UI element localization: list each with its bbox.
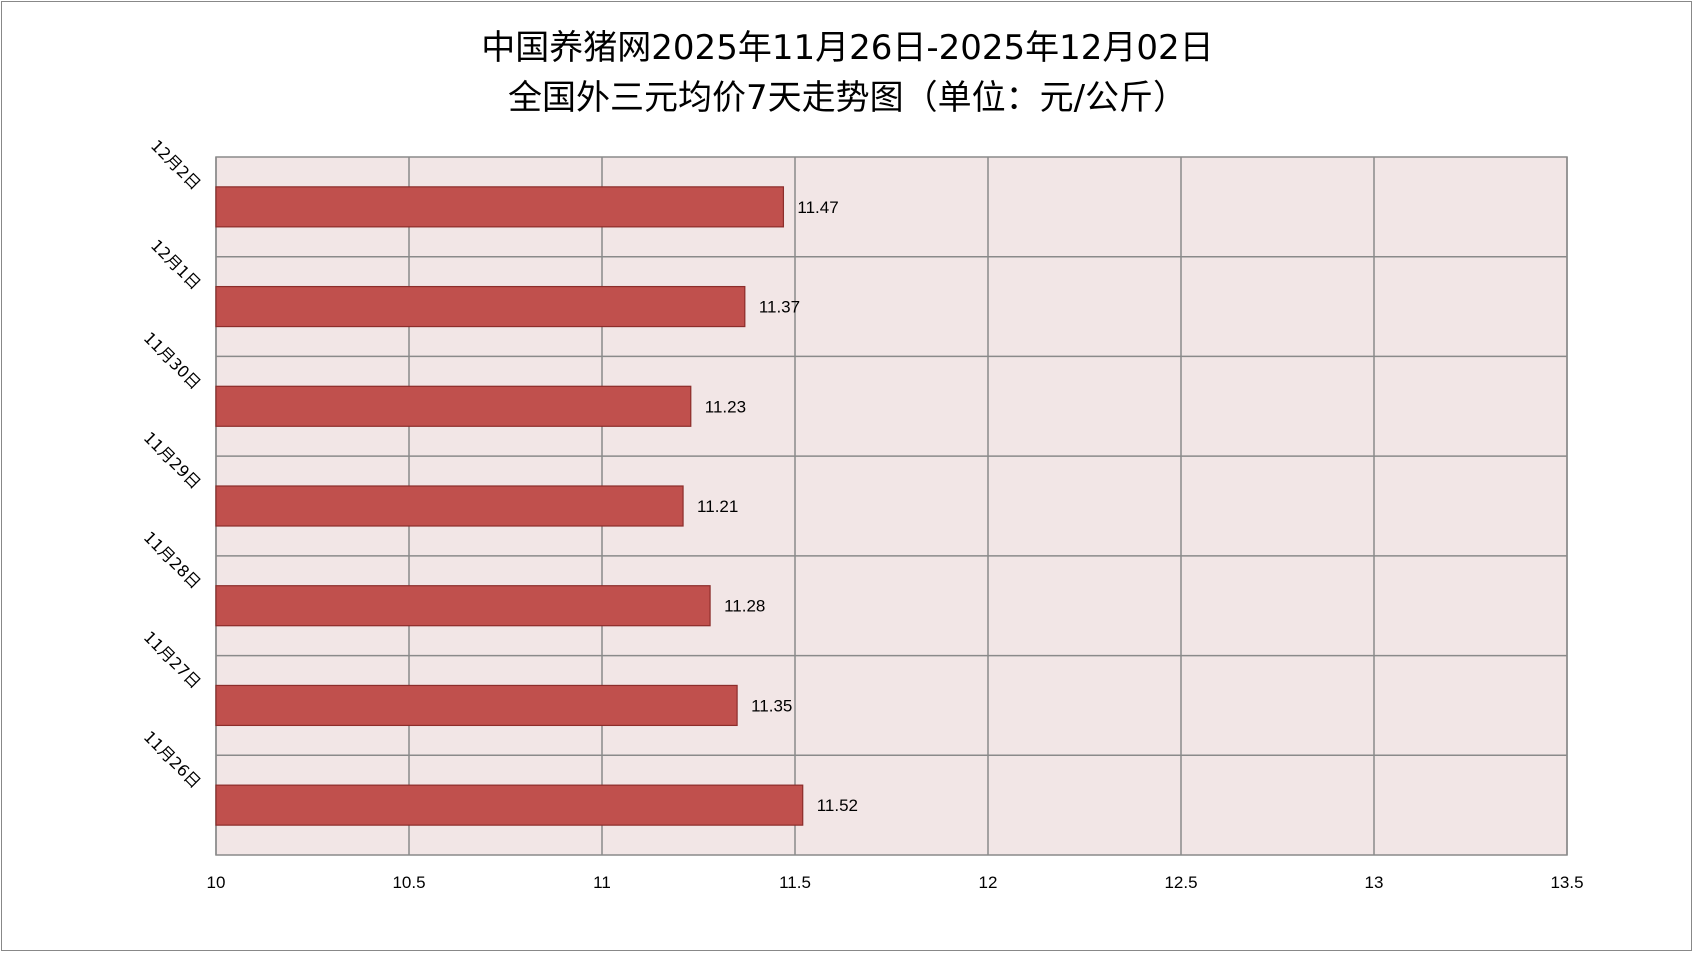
chart-title-line-1: 中国养猪网2025年11月26日-2025年12月02日	[481, 28, 1214, 68]
bar	[215, 485, 684, 527]
data-label: 11.52	[817, 796, 858, 815]
data-labels: 11.47 11.37 11.23 11.21 11.28 11.35 11.52	[697, 198, 858, 815]
bar	[215, 285, 746, 328]
category-label: 11月28日	[140, 528, 205, 593]
grid-lines	[215, 157, 1568, 855]
x-tick-label: 13.5	[1550, 873, 1583, 892]
category-label: 11月29日	[140, 428, 205, 493]
data-label: 11.21	[697, 497, 738, 516]
category-label: 12月1日	[147, 236, 205, 294]
category-label: 11月26日	[140, 727, 205, 792]
data-label: 11.47	[797, 198, 838, 217]
bars	[215, 186, 804, 826]
bar	[215, 585, 711, 627]
data-label: 11.28	[724, 597, 765, 616]
bar	[215, 385, 692, 427]
x-tick-label: 11	[593, 873, 611, 892]
data-label: 11.37	[759, 298, 800, 317]
x-axis-ticks: 10 10.5 11 11.5 12 12.5 13 13.5	[207, 873, 1584, 892]
bar	[215, 684, 738, 727]
bar	[215, 784, 804, 826]
x-tick-label: 11.5	[779, 873, 811, 892]
data-label: 11.23	[705, 397, 746, 416]
category-label: 12月2日	[147, 136, 205, 194]
category-label: 11月30日	[140, 328, 205, 393]
x-tick-label: 12	[979, 873, 998, 892]
x-tick-label: 10	[207, 873, 226, 892]
category-label: 11月27日	[140, 627, 205, 692]
x-tick-label: 13	[1365, 873, 1384, 892]
y-axis-categories: 12月2日 12月1日 11月30日 11月29日 11月28日 11月27日 11月26日	[140, 136, 205, 792]
x-tick-label: 12.5	[1164, 873, 1197, 892]
x-tick-label: 10.5	[392, 873, 425, 892]
data-label: 11.35	[751, 696, 792, 715]
chart-title-line-2: 全国外三元均价7天走势图（单位：元/公斤）	[507, 78, 1188, 118]
bar	[215, 186, 785, 228]
